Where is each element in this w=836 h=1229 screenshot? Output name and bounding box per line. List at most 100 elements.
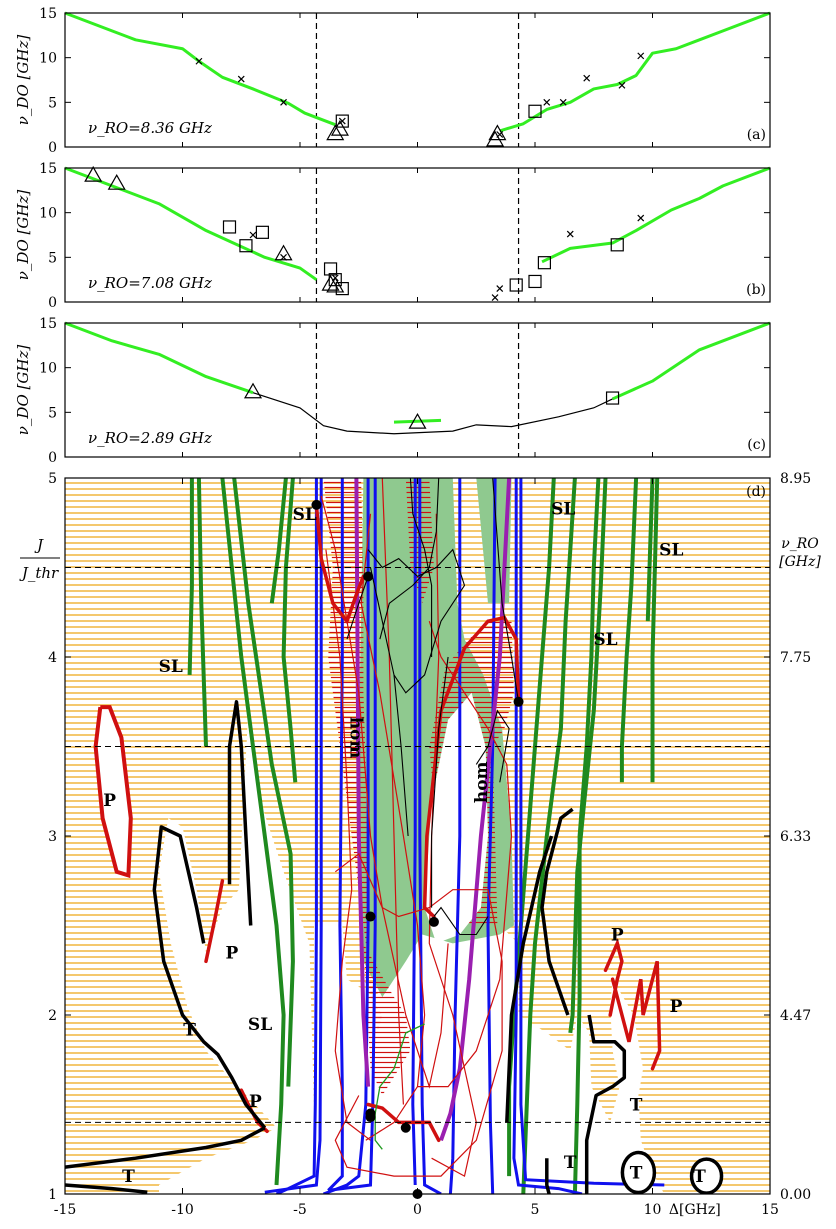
x-tick-label: 10 — [644, 1202, 662, 1218]
thick-black-curve-5 — [540, 807, 574, 1016]
y-axis-label: ν_DO [GHz] — [14, 345, 32, 436]
square-marker — [537, 256, 552, 270]
square-marker — [528, 104, 542, 118]
green-series-1 — [393, 418, 442, 424]
cross-marker — [637, 214, 645, 222]
sl-curve-12 — [645, 478, 655, 622]
thick-red-curve-4 — [366, 1102, 441, 1143]
cross-marker — [566, 230, 574, 238]
sl-curve-1 — [196, 478, 208, 747]
bifurcation-point — [363, 571, 374, 582]
square-marker — [255, 225, 269, 239]
y-tick-label: 5 — [48, 471, 57, 487]
square-marker — [239, 239, 253, 253]
region-label-hom: hom — [472, 761, 492, 803]
thick-red-curve-1 — [422, 615, 521, 919]
purple-curve-1 — [439, 478, 512, 1141]
cross-marker — [491, 294, 499, 301]
region-label-sl: SL — [293, 505, 317, 525]
thick-black-curve-3 — [227, 700, 253, 926]
cross-marker — [195, 57, 203, 65]
right-label-2: [GHz] — [779, 554, 821, 570]
square-marker — [610, 238, 624, 252]
thin-black-curve-8 — [492, 478, 520, 702]
right-label-1: ν_RO — [781, 536, 819, 552]
square-marker — [222, 220, 237, 234]
y-tick-label: 0 — [48, 140, 57, 156]
triangle-marker — [330, 119, 349, 136]
right-tick-label: 8.95 — [780, 471, 811, 487]
right-tick-label: 6.33 — [780, 829, 811, 845]
bifurcation-point — [311, 499, 322, 510]
y-tick-label: 3 — [48, 829, 57, 845]
thick-red-curve-6 — [610, 960, 662, 1071]
green-series-0 — [64, 321, 254, 395]
y-axis-label: ν_DO [GHz] — [14, 35, 32, 126]
x-tick-label: 0 — [413, 1202, 422, 1218]
blue-curve-3 — [322, 478, 370, 1194]
cross-marker — [637, 52, 645, 60]
y-tick-label: 10 — [39, 206, 57, 222]
bifurcation-point — [365, 1112, 376, 1123]
sl-curve-3 — [232, 478, 295, 1087]
sl-curve-0 — [187, 478, 194, 675]
y-tick-label: 15 — [39, 161, 57, 177]
square-marker — [605, 391, 620, 405]
region-label-sl: SL — [659, 541, 683, 561]
sl-curve-9 — [568, 478, 608, 1034]
thin-red-curve-2 — [325, 549, 371, 1141]
x-tick-label: -15 — [54, 1202, 77, 1218]
bifurcation-point — [400, 1122, 411, 1133]
cross-marker — [583, 74, 591, 82]
y-tick-label: 15 — [39, 6, 57, 22]
blue-curve-8 — [486, 478, 497, 1194]
right-tick-label: 4.47 — [780, 1008, 811, 1024]
sl-curve-5 — [269, 478, 288, 604]
right-tick-label: 7.75 — [780, 650, 811, 666]
triangle-marker — [321, 274, 340, 291]
x-axis-label: Δ[GHz] — [669, 1202, 721, 1218]
bifurcation-point — [428, 916, 439, 927]
right-tick-label: 0.00 — [780, 1187, 811, 1203]
blue-curve-10 — [519, 478, 665, 1187]
thin-black-curve-4 — [346, 576, 369, 640]
region-label-t: T — [564, 1153, 577, 1173]
y-label-denominator: J_thr — [19, 564, 59, 582]
sl-curve-10 — [619, 478, 639, 783]
thick-black-curve-4 — [584, 1014, 627, 1194]
triangle-marker — [107, 173, 126, 190]
thin-black-curve-6 — [431, 656, 449, 908]
sl-curve-2 — [220, 478, 286, 1186]
thin-red-curve-4 — [381, 478, 404, 1105]
cross-marker — [338, 117, 346, 125]
triangle-marker — [486, 130, 505, 147]
triangle-marker — [408, 412, 427, 429]
plot-area — [65, 478, 770, 1194]
panel-c: 0 5 10 15 ν_DO [GHz] ν_RO=2.89 GHz (c) — [14, 316, 771, 466]
blue-curve-7 — [448, 478, 462, 1194]
region-label-t: T — [183, 1020, 196, 1040]
thick-red-curve-0 — [314, 503, 366, 625]
triangle-marker — [274, 244, 293, 261]
thick-black-curve-2 — [152, 825, 267, 1129]
panel-label: (c) — [747, 437, 766, 453]
thin-black-curve-2 — [409, 478, 433, 657]
region-label-hom: hom — [345, 717, 365, 759]
cross-marker — [496, 285, 504, 293]
thin-red-curve-6 — [360, 513, 426, 1141]
triangle-marker — [326, 276, 345, 293]
thick-black-curve-1 — [65, 1183, 148, 1194]
square-marker — [509, 278, 523, 292]
y-tick-label: 15 — [39, 316, 57, 332]
region-label-t: T — [630, 1164, 643, 1184]
panel-b: 0 5 10 15 ν_DO [GHz] ν_RO=7.08 GHz (b) — [14, 161, 771, 311]
y-tick-label: 4 — [48, 650, 57, 666]
thick-black-curve-7 — [545, 1158, 551, 1194]
triangle-marker — [326, 124, 345, 141]
hom-lens — [424, 692, 488, 944]
x-tick-label: -10 — [171, 1202, 194, 1218]
sl-curve-11 — [650, 478, 660, 783]
y-tick-label: 0 — [48, 450, 57, 466]
thin-black-curve-1 — [369, 567, 409, 837]
cross-marker — [618, 81, 626, 89]
